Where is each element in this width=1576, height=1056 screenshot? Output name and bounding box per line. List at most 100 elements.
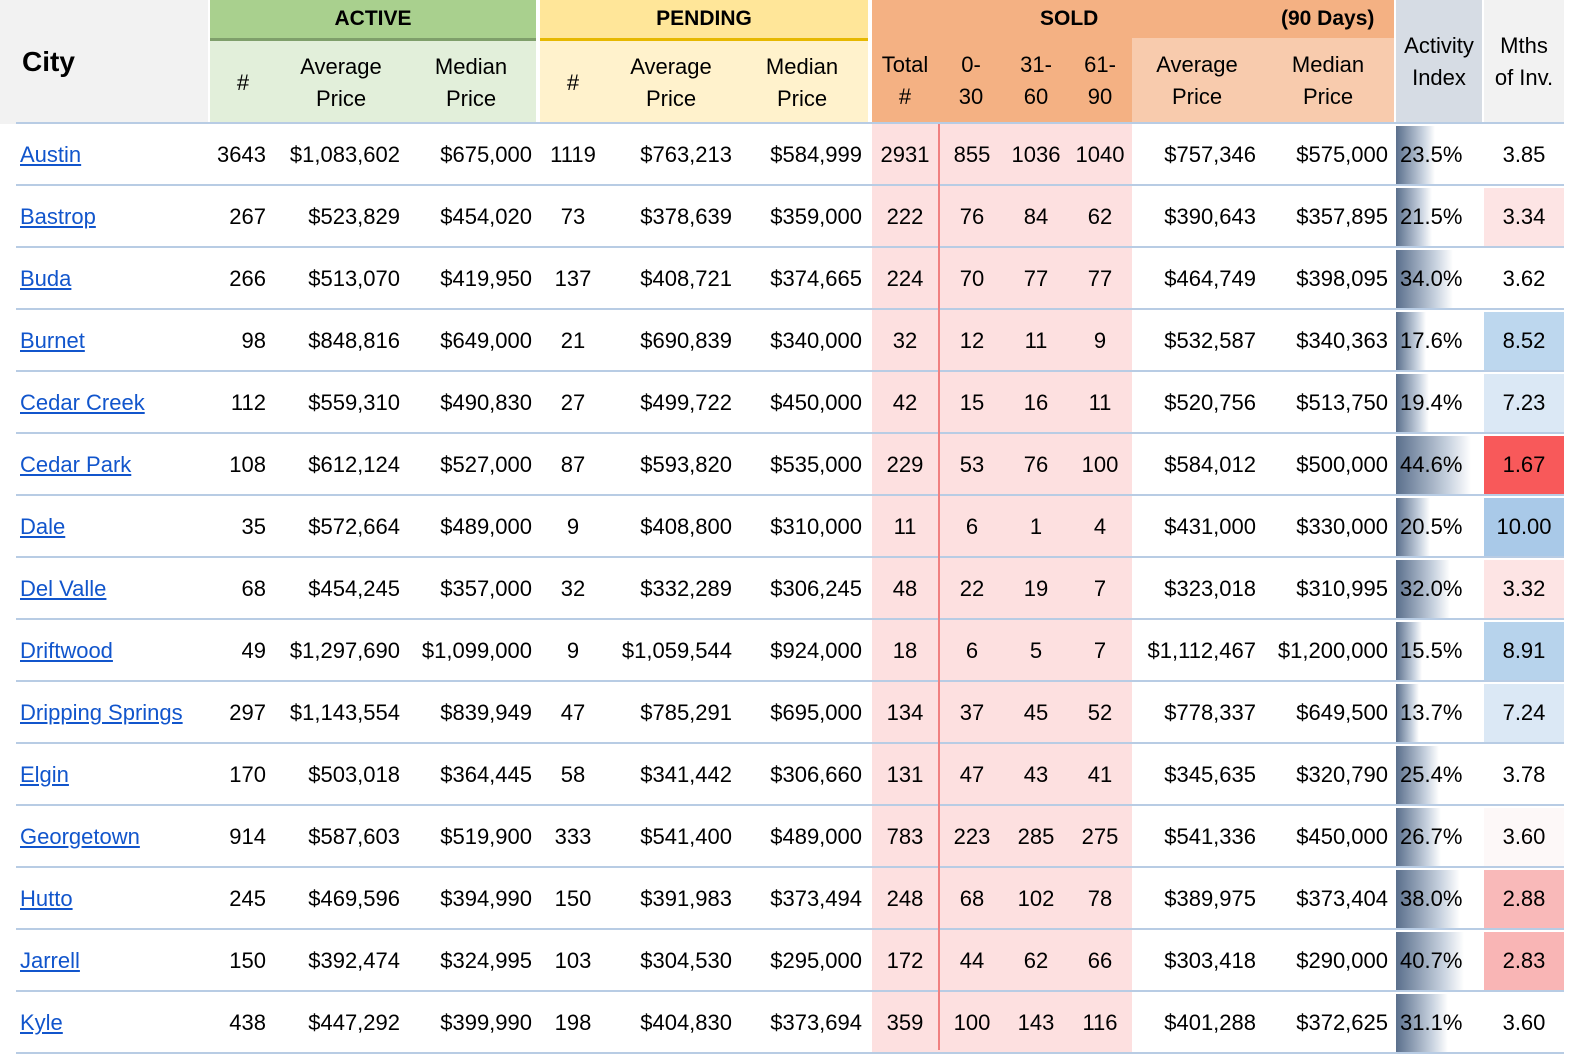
table-header: City ACTIVE # Average Price Median Price… <box>0 0 1576 124</box>
active-median-price: $489,000 <box>404 496 536 558</box>
city-name[interactable]: Georgetown <box>0 806 208 868</box>
active-count: 112 <box>210 372 270 434</box>
sold-61-90: 66 <box>1068 930 1132 992</box>
activity-index-value: 23.5% <box>1400 142 1463 167</box>
city-link[interactable]: Dale <box>20 514 66 539</box>
city-link[interactable]: Buda <box>20 266 72 291</box>
city-name[interactable]: Cedar Park <box>0 434 208 496</box>
cell-value: 58 <box>560 762 586 787</box>
city-name[interactable]: Buda <box>0 248 208 310</box>
city-link[interactable]: Cedar Creek <box>20 390 145 415</box>
city-name[interactable]: Jarrell <box>0 930 208 992</box>
sold-31-60: 285 <box>1004 806 1068 868</box>
city-link[interactable]: Austin <box>20 142 82 167</box>
activity-index-value: 38.0% <box>1400 886 1463 911</box>
active-median-price: $357,000 <box>404 558 536 620</box>
cell-value: 170 <box>229 762 266 787</box>
cell-value: $519,900 <box>440 824 532 849</box>
city-link[interactable]: Bastrop <box>20 204 96 229</box>
cell-value: $695,000 <box>770 700 862 725</box>
city-name[interactable]: Dripping Springs <box>0 682 208 744</box>
table-row: Elgin 170 $503,018 $364,445 58 $341,442 $306,6… <box>0 744 1576 806</box>
city-link[interactable]: Georgetown <box>20 824 140 849</box>
city-name[interactable]: Austin <box>0 124 208 186</box>
pending-average-price: $690,839 <box>606 310 736 372</box>
active-average-price: $454,245 <box>270 558 404 620</box>
cell-value: $324,995 <box>440 948 532 973</box>
table-row: Cedar Creek 112 $559,310 $490,830 27 $499,722… <box>0 372 1576 434</box>
city-name[interactable]: Dale <box>0 496 208 558</box>
city-link[interactable]: Burnet <box>20 328 85 353</box>
city-name[interactable]: Driftwood <box>0 620 208 682</box>
sold-0-30-header: 0- 30 <box>938 38 1004 124</box>
months-of-inventory: 3.34 <box>1484 188 1564 246</box>
city-name[interactable]: Cedar Creek <box>0 372 208 434</box>
months-of-inventory: 3.60 <box>1484 994 1564 1052</box>
cell-value: $1,200,000 <box>1277 638 1388 663</box>
cell-value: $398,095 <box>1296 266 1388 291</box>
sold-61-90: 11 <box>1068 372 1132 434</box>
cell-value: 76 <box>1023 452 1049 477</box>
active-median-price: $649,000 <box>404 310 536 372</box>
sold-band <box>872 124 1132 186</box>
city-name[interactable]: Elgin <box>0 744 208 806</box>
sold-band <box>872 248 1132 310</box>
city-link[interactable]: Elgin <box>20 762 69 787</box>
header-bottom-border <box>16 122 1564 124</box>
pending-count: 333 <box>540 806 606 868</box>
sold-band <box>872 372 1132 434</box>
sold-total: 248 <box>872 868 938 930</box>
cell-value: 9 <box>566 638 580 663</box>
months-of-inventory: 7.23 <box>1484 374 1564 432</box>
activity-index-bar <box>1396 870 1460 928</box>
cell-value: 7 <box>1093 638 1107 663</box>
cell-value: $390,643 <box>1164 204 1256 229</box>
cell-value: 333 <box>554 824 592 849</box>
sold-average-price: $757,346 <box>1132 124 1260 186</box>
active-median-price: $399,990 <box>404 992 536 1054</box>
city-name[interactable]: Del Valle <box>0 558 208 620</box>
city-name[interactable]: Kyle <box>0 992 208 1054</box>
cell-value: $454,245 <box>308 576 400 601</box>
sold-0-30: 6 <box>940 496 1004 558</box>
sold-61-90-header: 61- 90 <box>1068 38 1132 124</box>
header-line: of Inv. <box>1494 65 1554 90</box>
sold-61-90: 78 <box>1068 868 1132 930</box>
sold-0-30: 76 <box>940 186 1004 248</box>
cell-value: $357,895 <box>1296 204 1388 229</box>
header-line: Index <box>1412 65 1466 90</box>
active-average-price: $1,297,690 <box>270 620 404 682</box>
sold-total: 2931 <box>872 124 938 186</box>
city-name[interactable]: Hutto <box>0 868 208 930</box>
city-link[interactable]: Driftwood <box>20 638 113 663</box>
sold-0-30: 12 <box>940 310 1004 372</box>
cell-value: 143 <box>1017 1010 1055 1035</box>
cell-value: 98 <box>241 328 266 353</box>
sold-31-60: 43 <box>1004 744 1068 806</box>
activity-index-value: 34.0% <box>1400 266 1463 291</box>
city-link[interactable]: Kyle <box>20 1010 63 1035</box>
cell-value: $1,099,000 <box>421 638 532 663</box>
cell-value: 229 <box>886 452 924 477</box>
city-link[interactable]: Del Valle <box>20 576 107 601</box>
city-link[interactable]: Cedar Park <box>20 452 132 477</box>
city-name[interactable]: Bastrop <box>0 186 208 248</box>
city-link[interactable]: Hutto <box>20 886 73 911</box>
cell-value: $401,288 <box>1164 1010 1256 1035</box>
cell-value: 84 <box>1023 204 1049 229</box>
header-line: Median <box>1291 52 1365 77</box>
city-name[interactable]: Burnet <box>0 310 208 372</box>
sold-band <box>872 992 1132 1054</box>
table-row: Georgetown 914 $587,603 $519,900 333 $541,400… <box>0 806 1576 868</box>
cell-value: $584,012 <box>1164 452 1256 477</box>
pending-count: 198 <box>540 992 606 1054</box>
cell-value: $323,018 <box>1164 576 1256 601</box>
active-median-price: $675,000 <box>404 124 536 186</box>
city-link[interactable]: Dripping Springs <box>20 700 183 725</box>
city-link[interactable]: Jarrell <box>20 948 80 973</box>
active-count: 68 <box>210 558 270 620</box>
activity-index-value: 26.7% <box>1400 824 1463 849</box>
sold-61-90: 116 <box>1068 992 1132 1054</box>
activity-index-bar <box>1396 994 1448 1052</box>
sold-total: 18 <box>872 620 938 682</box>
